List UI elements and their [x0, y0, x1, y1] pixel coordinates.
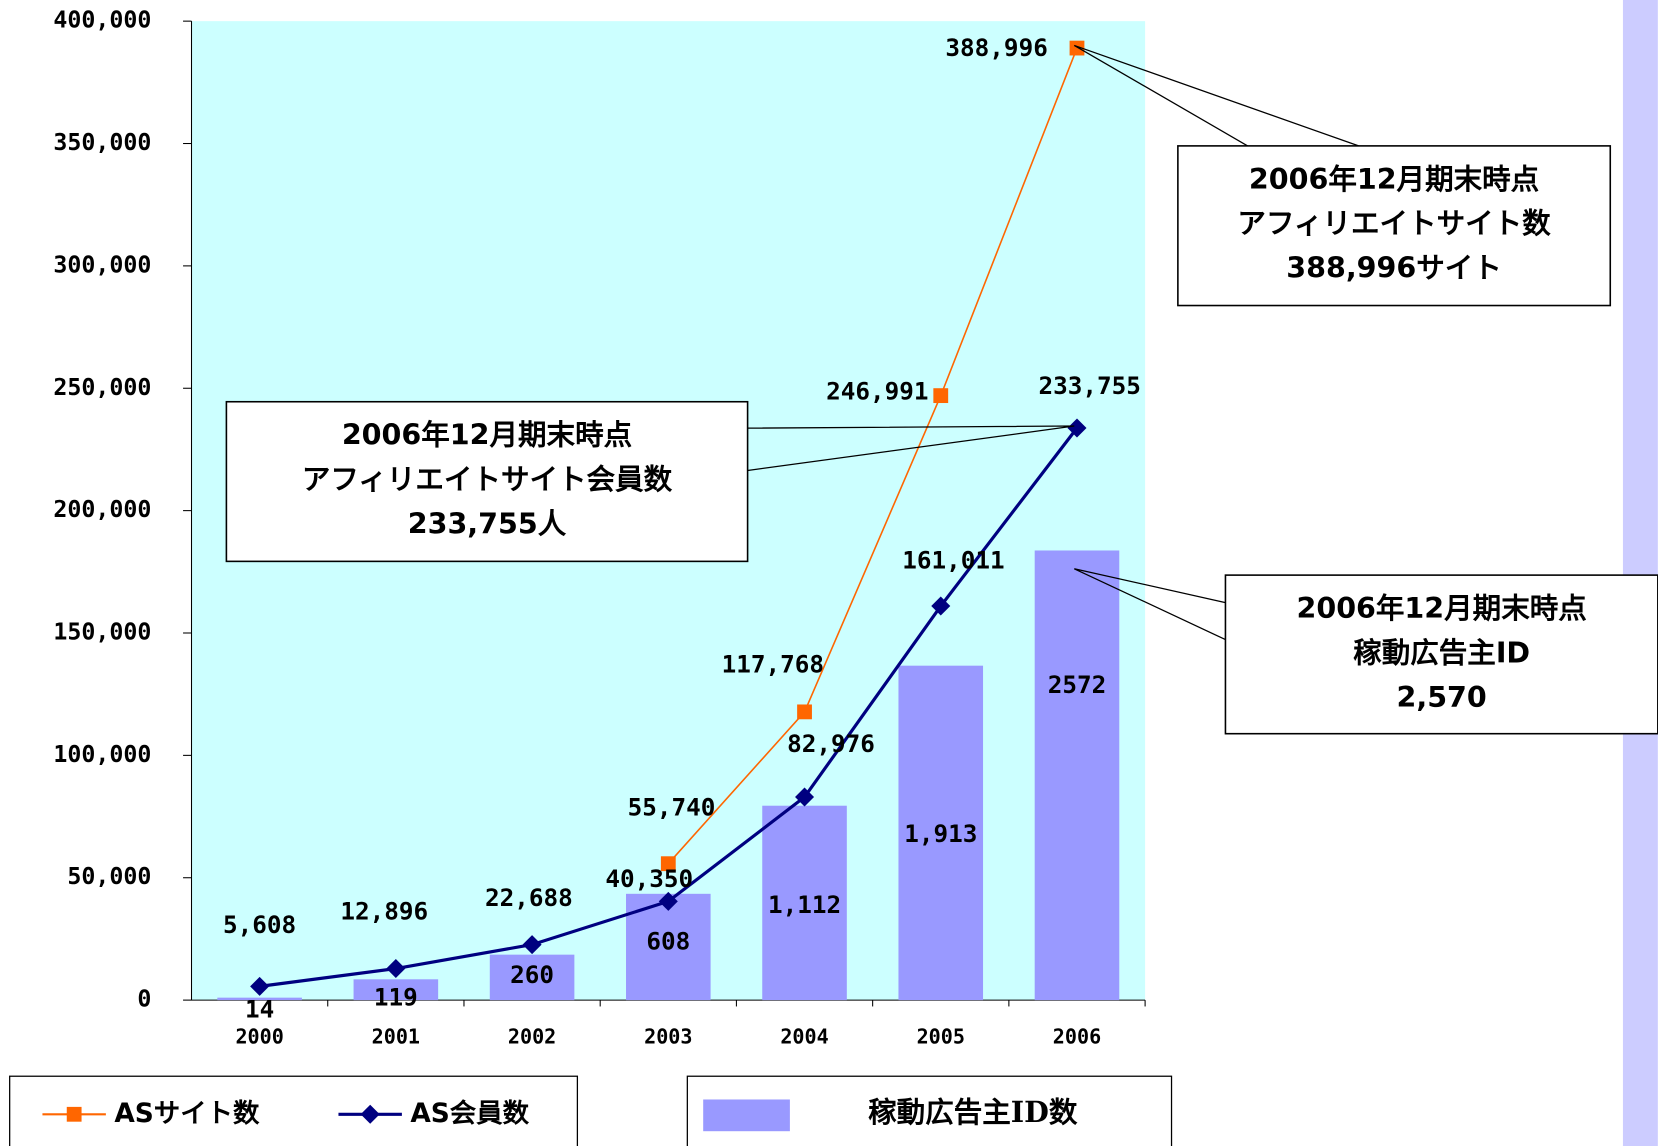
callout-text: 2006年12月期末時点: [1249, 163, 1539, 196]
marker: [1067, 418, 1087, 438]
line: [667, 47, 1078, 865]
line-value-label: 12,896: [340, 897, 428, 926]
bar: [353, 979, 439, 1001]
bar-value-label: 608: [646, 926, 690, 955]
x-tick-label: 2006: [1053, 1025, 1101, 1049]
callout-text: 2006年12月期末時点: [1296, 592, 1586, 625]
x-tick-label: 2001: [372, 1025, 420, 1049]
line-value-label: 117,768: [722, 649, 824, 678]
x-tick-label: 2003: [644, 1025, 692, 1049]
callout-text: 233,755人: [408, 507, 567, 540]
bar-value-label: 14: [245, 994, 274, 1023]
y-tick-label: 0: [137, 986, 151, 1013]
marker: [660, 856, 676, 872]
legend-label: 稼動広告主ID数: [868, 1095, 1078, 1129]
callout-text: 2006年12月期末時点: [342, 419, 632, 452]
marker: [933, 388, 949, 404]
callout-text: 388,996サイト: [1286, 252, 1502, 285]
marker: [658, 891, 678, 911]
marker: [931, 596, 951, 616]
y-tick-label: 250,000: [53, 374, 151, 401]
line-value-label: 5,608: [223, 910, 296, 939]
callout-text: アフィリエイトサイト数: [1237, 207, 1551, 240]
marker: [797, 704, 812, 720]
x-tick-label: 2005: [917, 1025, 965, 1049]
marker: [795, 787, 815, 807]
bar: [1034, 550, 1120, 1001]
line-value-label: 40,350: [605, 864, 693, 893]
bar: [489, 954, 575, 1001]
bar-value-label: 2572: [1048, 670, 1107, 699]
bar: [217, 997, 302, 1001]
y-tick-label: 150,000: [53, 618, 151, 645]
x-tick-label: 2002: [508, 1025, 556, 1049]
x-tick-label: 2004: [780, 1025, 828, 1049]
bar-value-label: 1,112: [768, 890, 841, 919]
callout-pointer: [1074, 568, 1226, 641]
line-value-label: 246,991: [826, 376, 928, 405]
bar-value-label: 119: [374, 982, 418, 1011]
line-value-label: 388,996: [945, 33, 1047, 62]
callout-text: アフィリエイトサイト会員数: [302, 463, 673, 496]
legend-marker: [66, 1106, 82, 1122]
callout-box: [225, 400, 749, 563]
y-tick-label: 300,000: [53, 251, 151, 278]
callout-pointer: [1073, 44, 1359, 147]
y-tick-label: 100,000: [53, 741, 151, 768]
callout-text: 稼動広告主ID: [1353, 636, 1530, 669]
callout-box: [1224, 574, 1658, 735]
line-value-label: 161,011: [902, 546, 1004, 575]
bar-value-label: 260: [510, 960, 554, 989]
marker: [1069, 40, 1085, 56]
legend-swatch: [703, 1099, 790, 1132]
callout-box: [1177, 145, 1612, 307]
side-strip: [1622, 0, 1658, 1146]
y-tick-label: 50,000: [67, 863, 151, 890]
bar-value-label: 1,913: [904, 819, 977, 848]
bar: [898, 665, 984, 1001]
legend-marker: [360, 1104, 380, 1124]
marker: [386, 959, 406, 979]
line-value-label: 82,976: [787, 729, 875, 758]
y-tick-label: 400,000: [53, 7, 151, 34]
legend-label: ASサイト数: [114, 1098, 260, 1129]
marker: [250, 976, 270, 996]
line-value-label: 233,755: [1038, 371, 1140, 400]
legend-label: AS会員数: [410, 1098, 529, 1129]
legend-box: [9, 1075, 579, 1146]
line-value-label: 55,740: [628, 793, 716, 822]
bar: [762, 805, 847, 1001]
x-tick-label: 2000: [235, 1025, 283, 1049]
callout-text: 2,570: [1397, 681, 1487, 714]
line-value-label: 22,688: [485, 883, 573, 912]
marker: [522, 935, 542, 955]
y-tick-label: 200,000: [53, 496, 151, 523]
callout-pointer: [747, 425, 1075, 472]
y-tick-label: 350,000: [53, 129, 151, 156]
